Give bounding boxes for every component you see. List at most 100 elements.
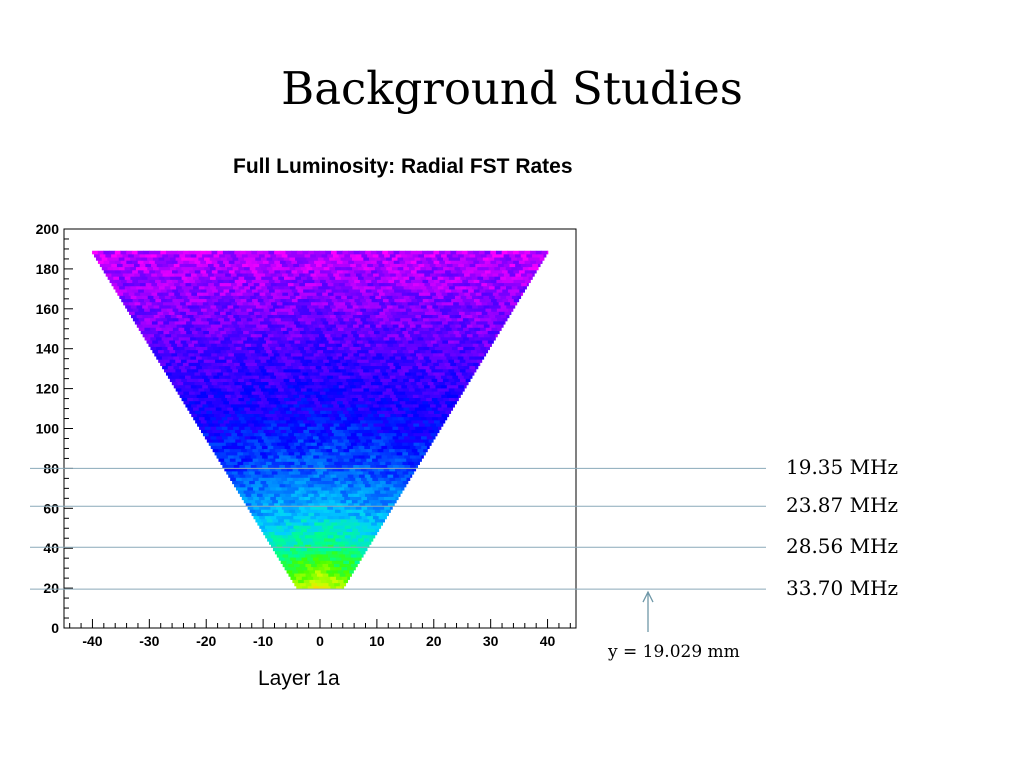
heatmap-cell [246, 410, 253, 414]
heatmap-cell [474, 356, 481, 360]
heatmap-cell [217, 362, 224, 367]
heatmap-cell [278, 397, 285, 402]
heatmap-cell [258, 467, 265, 472]
heatmap-cell [519, 279, 526, 284]
heatmap-cell [371, 522, 378, 526]
heatmap-cell [237, 340, 244, 344]
heatmap-cell [268, 279, 275, 284]
heatmap-cell [305, 582, 312, 587]
heatmap-cell [303, 550, 310, 555]
heatmap-cell [306, 359, 313, 363]
heatmap-cell [301, 426, 308, 430]
heatmap-cell [342, 512, 349, 517]
heatmap-cell [180, 349, 187, 354]
heatmap-cell [356, 413, 363, 418]
heatmap-cell [115, 269, 122, 274]
heatmap-cell [337, 327, 344, 331]
heatmap-cell [257, 308, 265, 312]
heatmap-cell [337, 448, 344, 453]
heatmap-cell [361, 273, 368, 277]
heatmap-cell [417, 298, 424, 303]
heatmap-cell [322, 320, 329, 325]
heatmap-cell [293, 384, 300, 389]
heatmap-cell [318, 566, 325, 571]
heatmap-cell [367, 544, 370, 548]
heatmap-cell [254, 480, 261, 485]
heatmap-cell [415, 435, 422, 440]
heatmap-cell [381, 426, 388, 430]
heatmap-cell [404, 314, 411, 319]
heatmap-cell [387, 343, 394, 347]
heatmap-cell [355, 365, 362, 370]
heatmap-cell [434, 336, 441, 341]
heatmap-cell [284, 547, 291, 552]
heatmap-cell [297, 419, 304, 424]
heatmap-cell [243, 330, 250, 335]
heatmap-cell [368, 378, 376, 383]
heatmap-cell [490, 269, 497, 274]
heatmap-cell [354, 279, 361, 284]
heatmap-cell [483, 314, 490, 319]
heatmap-cell [388, 419, 395, 424]
heatmap-cell [315, 496, 322, 501]
heatmap-cell [389, 467, 396, 472]
heatmap-cell [377, 336, 384, 341]
heatmap-cell [187, 388, 194, 392]
heatmap-cell [294, 311, 301, 315]
heatmap-cell [309, 569, 316, 574]
heatmap-cell [278, 305, 285, 309]
heatmap-cell [301, 538, 308, 542]
heatmap-cell [307, 343, 314, 347]
heatmap-cell [383, 327, 390, 331]
heatmap-cell [241, 317, 248, 322]
heatmap-cell [481, 301, 488, 306]
heatmap-cell [280, 410, 287, 414]
heatmap-cell [412, 403, 420, 408]
heatmap-cell [307, 314, 314, 319]
heatmap-cell [334, 470, 341, 475]
heatmap-cell [326, 579, 333, 584]
heatmap-cell [365, 419, 372, 424]
heatmap-cell [325, 260, 332, 264]
heatmap-cell [278, 266, 285, 271]
heatmap-cell [255, 266, 262, 271]
heatmap-cell [199, 343, 206, 347]
heatmap-cell [274, 391, 281, 395]
heatmap-cell [236, 253, 243, 258]
heatmap-cell [245, 464, 252, 469]
heatmap-cell [375, 416, 382, 421]
heatmap-cell [171, 260, 178, 264]
heatmap-cell [218, 356, 225, 360]
heatmap-cell [421, 333, 428, 338]
heatmap-cell [197, 423, 204, 427]
heatmap-cell [142, 305, 149, 309]
heatmap-cell [350, 394, 357, 398]
heatmap-cell [189, 289, 196, 293]
heatmap-cell [374, 397, 382, 402]
heatmap-cell [412, 253, 419, 258]
heatmap-cell [365, 250, 372, 255]
heatmap-cell [216, 445, 223, 450]
heatmap-cell [342, 410, 349, 414]
heatmap-cell [505, 276, 512, 280]
heatmap-cell [399, 483, 406, 488]
heatmap-cell [377, 439, 384, 443]
heatmap-cell [503, 253, 510, 258]
heatmap-cell [349, 486, 356, 491]
heatmap-cell [139, 273, 146, 277]
heatmap-cell [385, 311, 392, 315]
heatmap-cell [222, 333, 229, 338]
heatmap-cell [250, 324, 257, 328]
heatmap-cell [416, 260, 423, 264]
heatmap-cell [458, 292, 465, 296]
heatmap-cell [369, 528, 376, 533]
heatmap-cell [313, 455, 320, 459]
heatmap-cell [342, 522, 349, 526]
heatmap-cell [161, 356, 169, 360]
heatmap-cell [333, 311, 340, 315]
heatmap-cell [268, 493, 275, 497]
heatmap-cell [410, 464, 417, 469]
heatmap-cell [339, 423, 346, 427]
heatmap-cell [111, 282, 118, 287]
heatmap-cell [361, 356, 368, 360]
